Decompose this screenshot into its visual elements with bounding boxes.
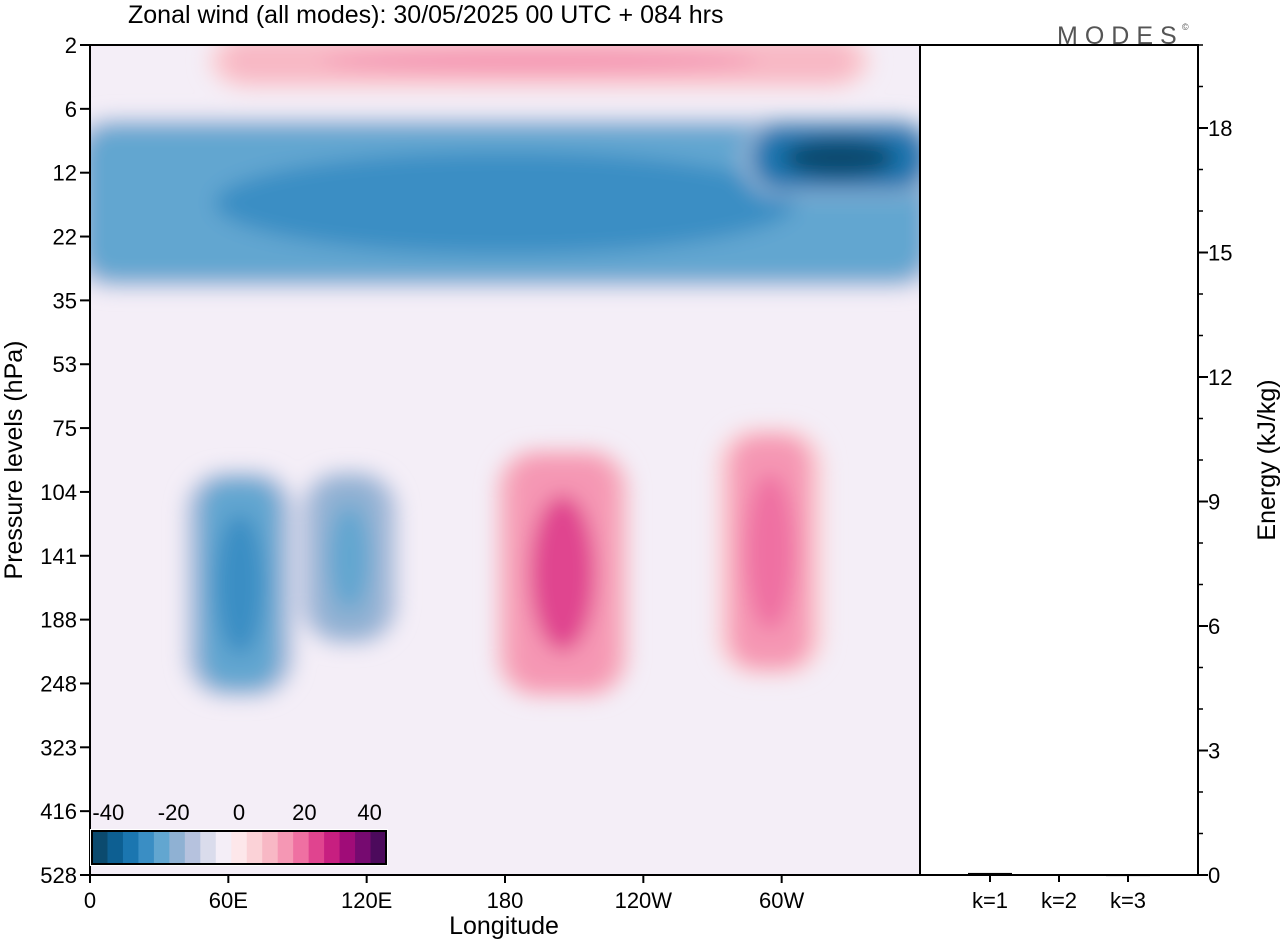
y-tick-label: 53 [53,352,77,377]
x-axis-label: Longitude [449,912,559,940]
energy-tick-label: 9 [1208,490,1220,515]
y-tick-label: 104 [40,480,77,505]
colorbar-swatch [92,831,108,864]
brand-registered-mark: © [1182,22,1189,32]
energy-bar-k=3 [1106,874,1150,877]
colorbar-tick-label: -20 [158,800,190,825]
colorbar-swatch [107,831,124,864]
energy-tick-label: 3 [1208,739,1220,764]
y-axis-label: Pressure levels (hPa) [0,341,28,580]
energy-tick-label: 18 [1208,116,1232,141]
energy-category-label: k=3 [1110,888,1146,913]
colorbar-swatch [308,831,325,864]
energy-panel-frame [919,44,1199,876]
y-tick-label: 323 [40,735,77,760]
colorbar-swatch [370,831,387,864]
colorbar-swatch [153,831,170,864]
colorbar-swatch [184,831,201,864]
colorbar-tick-label: -40 [92,800,124,825]
y-tick-label: 75 [53,416,77,441]
energy-tick-label: 0 [1208,863,1220,888]
colorbar-tick-label: 0 [233,800,245,825]
heatmap-feature-core [215,513,265,655]
heatmap-feature-core [214,151,796,254]
colorbar-swatch [138,831,155,864]
colorbar-swatch [246,831,263,864]
longitude-axis: 0 60E 120E 180 120W 60W [84,875,805,913]
colorbar-swatch [355,831,372,864]
x-tick-label: 120E [341,888,392,913]
y-tick-label: 35 [53,288,77,313]
energy-tick-label: 6 [1208,614,1220,639]
colorbar-swatch [200,831,217,864]
colorbar-swatch [215,831,232,864]
x-tick-label: 60W [759,888,804,913]
x-tick-label: 0 [84,888,96,913]
colorbar-swatch [122,831,139,864]
colorbar-frame [91,830,387,865]
y-tick-label: 528 [40,863,77,888]
heatmap-feature-core [745,472,795,631]
energy-category-label: k=2 [1041,888,1077,913]
x-tick-label: 60E [209,888,248,913]
colorbar-swatch [169,831,186,864]
energy-category-label: k=1 [972,888,1008,913]
colorbar-swatch [262,831,279,864]
x-tick-label: 120W [615,888,673,913]
colorbar-swatch [324,831,341,864]
energy-axis-label: Energy (kJ/kg) [1253,379,1280,540]
heatmap-feature-core [530,494,595,652]
chart-title: Zonal wind (all modes): 30/05/2025 00 UT… [128,1,723,29]
heatmap-feature-core [329,505,370,610]
energy-tick-label: 12 [1208,365,1232,390]
energy-tick-label: 15 [1208,241,1232,266]
energy-bar-chart: 0 3 6 9 12 15 18 k=1 k=2 k=3 [968,44,1232,913]
y-tick-label: 6 [65,97,77,122]
colorbar: -40 -20 0 20 40 [90,800,388,866]
colorbar-swatch [339,831,356,864]
colorbar-tick-label: 40 [357,800,381,825]
x-tick-label: 180 [487,888,524,913]
colorbar-swatch [293,831,310,864]
pressure-axis: 2 6 12 22 35 53 75 104 141 188 248 323 416 528 [40,33,90,888]
heatmap-feature-core [782,138,896,178]
colorbar-tick-label: 20 [292,800,316,825]
energy-bar-k=2 [1037,874,1081,876]
y-tick-label: 2 [65,33,77,58]
colorbar-swatch [277,831,294,864]
y-tick-label: 248 [40,671,77,696]
energy-bar-k=1 [968,872,1012,875]
y-tick-label: 416 [40,799,77,824]
y-tick-label: 12 [53,161,77,186]
colorbar-swatch [231,831,248,864]
y-tick-label: 22 [53,225,77,250]
heatmap-plot [90,45,920,875]
y-tick-label: 188 [40,608,77,633]
heatmap-feature-core [321,49,758,73]
y-tick-label: 141 [40,544,77,569]
